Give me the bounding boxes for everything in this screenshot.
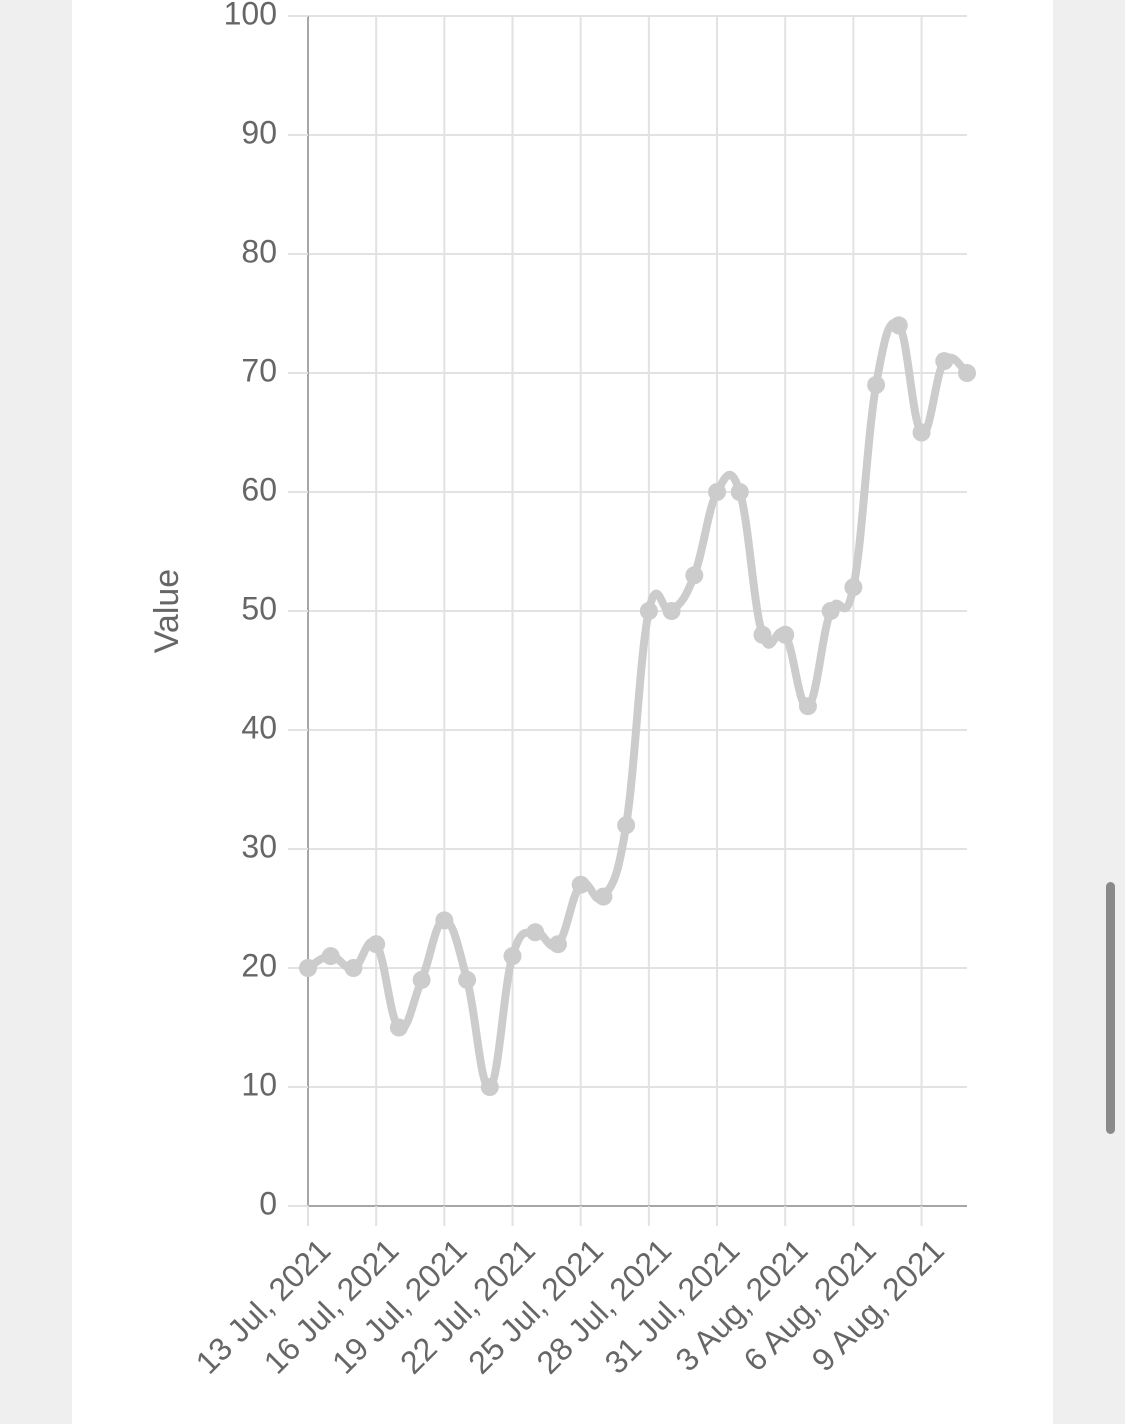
data-point[interactable] bbox=[321, 947, 340, 966]
y-axis-ticks: 0 10 20 30 40 50 60 70 80 90 100 bbox=[224, 0, 308, 1221]
data-point[interactable] bbox=[389, 1018, 408, 1037]
data-point[interactable] bbox=[912, 423, 931, 442]
y-tick-label: 100 bbox=[224, 0, 277, 31]
chart-card bbox=[72, 0, 1053, 1424]
data-point[interactable] bbox=[503, 947, 522, 966]
data-point[interactable] bbox=[458, 970, 477, 989]
data-point[interactable] bbox=[617, 816, 636, 835]
y-tick-label: 70 bbox=[241, 352, 277, 388]
data-point[interactable] bbox=[685, 566, 704, 585]
y-tick-label: 80 bbox=[241, 233, 277, 269]
y-tick-label: 40 bbox=[241, 709, 277, 745]
data-point[interactable] bbox=[344, 959, 363, 977]
data-point[interactable] bbox=[798, 697, 817, 716]
data-point[interactable] bbox=[435, 911, 454, 930]
data-point[interactable] bbox=[480, 1078, 499, 1096]
data-point[interactable] bbox=[889, 316, 908, 335]
data-point[interactable] bbox=[548, 935, 567, 954]
y-tick-label: 90 bbox=[241, 114, 277, 150]
data-point[interactable] bbox=[821, 602, 840, 620]
y-tick-label: 0 bbox=[259, 1185, 277, 1221]
data-point[interactable] bbox=[594, 887, 613, 906]
data-point[interactable] bbox=[730, 483, 749, 501]
data-point[interactable] bbox=[935, 352, 954, 371]
data-point[interactable] bbox=[662, 602, 681, 620]
vertical-scrollbar-thumb[interactable] bbox=[1106, 882, 1115, 1134]
data-point[interactable] bbox=[367, 935, 386, 954]
y-tick-label: 50 bbox=[241, 590, 277, 626]
data-point[interactable] bbox=[844, 578, 863, 597]
data-point[interactable] bbox=[299, 959, 317, 977]
y-axis-title: Value bbox=[148, 569, 186, 653]
y-tick-label: 30 bbox=[241, 828, 277, 864]
data-point[interactable] bbox=[639, 602, 658, 620]
data-point[interactable] bbox=[958, 364, 976, 382]
series bbox=[299, 316, 976, 1096]
data-point[interactable] bbox=[753, 625, 772, 644]
y-tick-label: 20 bbox=[241, 947, 277, 983]
series-line bbox=[304, 318, 971, 1092]
data-point[interactable] bbox=[412, 970, 431, 989]
data-point[interactable] bbox=[867, 375, 886, 394]
y-tick-label: 10 bbox=[241, 1066, 277, 1102]
data-point[interactable] bbox=[571, 875, 590, 894]
data-point[interactable] bbox=[776, 625, 795, 644]
data-point[interactable] bbox=[526, 923, 545, 942]
data-point[interactable] bbox=[708, 483, 727, 501]
y-tick-label: 60 bbox=[241, 471, 277, 507]
